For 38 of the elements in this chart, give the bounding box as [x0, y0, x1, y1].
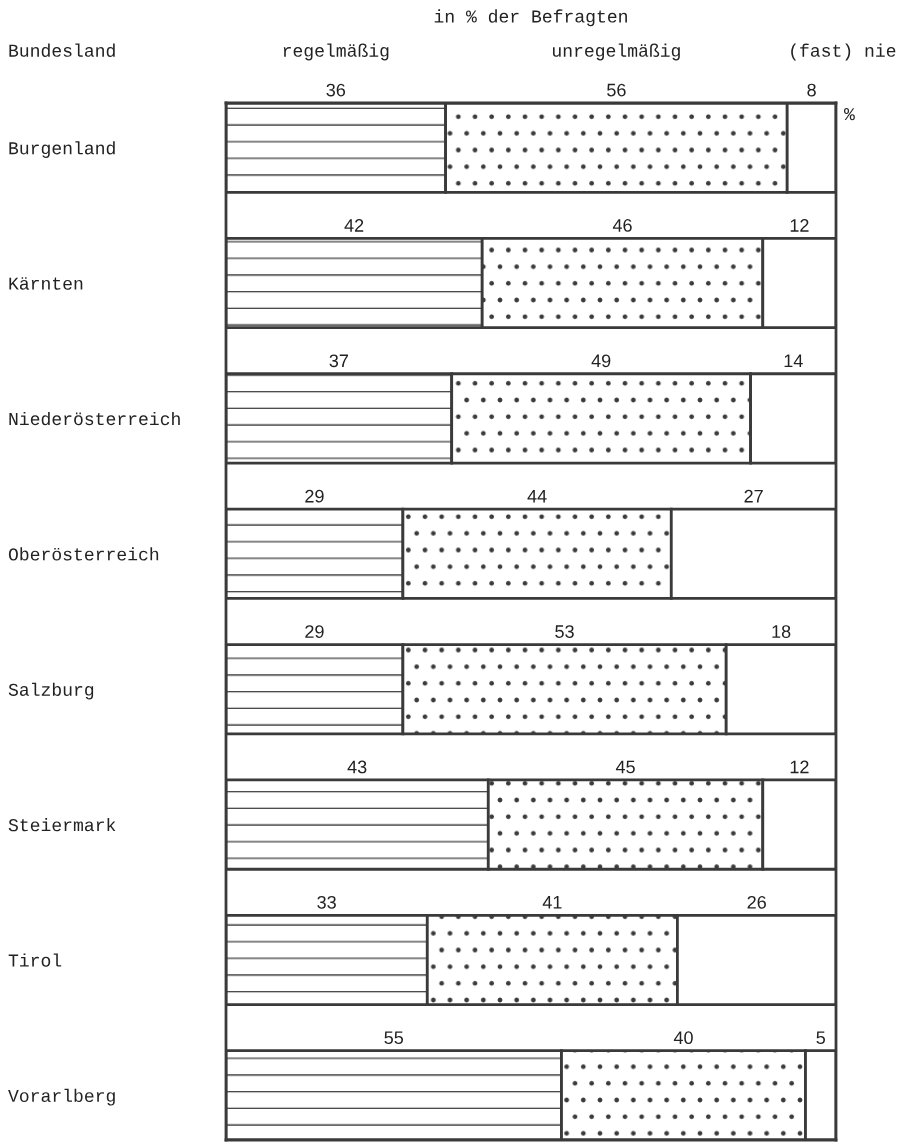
data-label: 18: [772, 625, 791, 638]
data-label: 44: [527, 489, 547, 503]
text: unregelmäßig: [553, 43, 680, 61]
data-label: 5: [816, 1031, 826, 1045]
data-label: 36: [326, 83, 346, 97]
text: regelmäßig: [283, 43, 389, 61]
y-tick-label: Burgenland: [9, 141, 115, 158]
data-label: 53: [555, 625, 574, 638]
data-label: 55: [384, 1031, 404, 1045]
data-label: 8: [807, 83, 816, 97]
data-label: 43: [347, 760, 367, 774]
data-label: 29: [305, 489, 324, 503]
text: %: [844, 108, 855, 121]
data-label: 12: [790, 219, 809, 232]
y-tick-label: Vorarlberg: [8, 1088, 115, 1106]
data-label: 37: [329, 354, 348, 368]
y-tick-label: Salzburg: [8, 682, 94, 700]
data-label: 40: [673, 1031, 693, 1045]
data-label: 45: [615, 760, 635, 774]
data-label: 33: [317, 895, 336, 909]
data-label: 26: [747, 895, 766, 909]
y-tick-label: Oberösterreich: [8, 547, 159, 561]
y-tick-label: Kärnten: [9, 277, 83, 290]
data-label: 41: [542, 896, 562, 909]
data-label: 27: [744, 489, 763, 503]
data-label: 29: [305, 625, 324, 638]
data-label: 46: [612, 219, 632, 232]
y-tick-label: Steiermark: [8, 818, 116, 832]
data-label: 56: [607, 83, 626, 97]
y-axis-title: Bundesland: [9, 43, 115, 57]
data-label: 42: [344, 219, 364, 232]
data-label: 49: [591, 354, 611, 368]
y-tick-label: Tirol: [8, 953, 62, 967]
data-label: 14: [784, 354, 803, 368]
chart-title: in % der Befragten: [434, 9, 627, 27]
text: (fast) nie: [791, 43, 896, 61]
data-label: 12: [790, 760, 809, 774]
y-tick-label: Niederösterreich: [9, 411, 180, 426]
